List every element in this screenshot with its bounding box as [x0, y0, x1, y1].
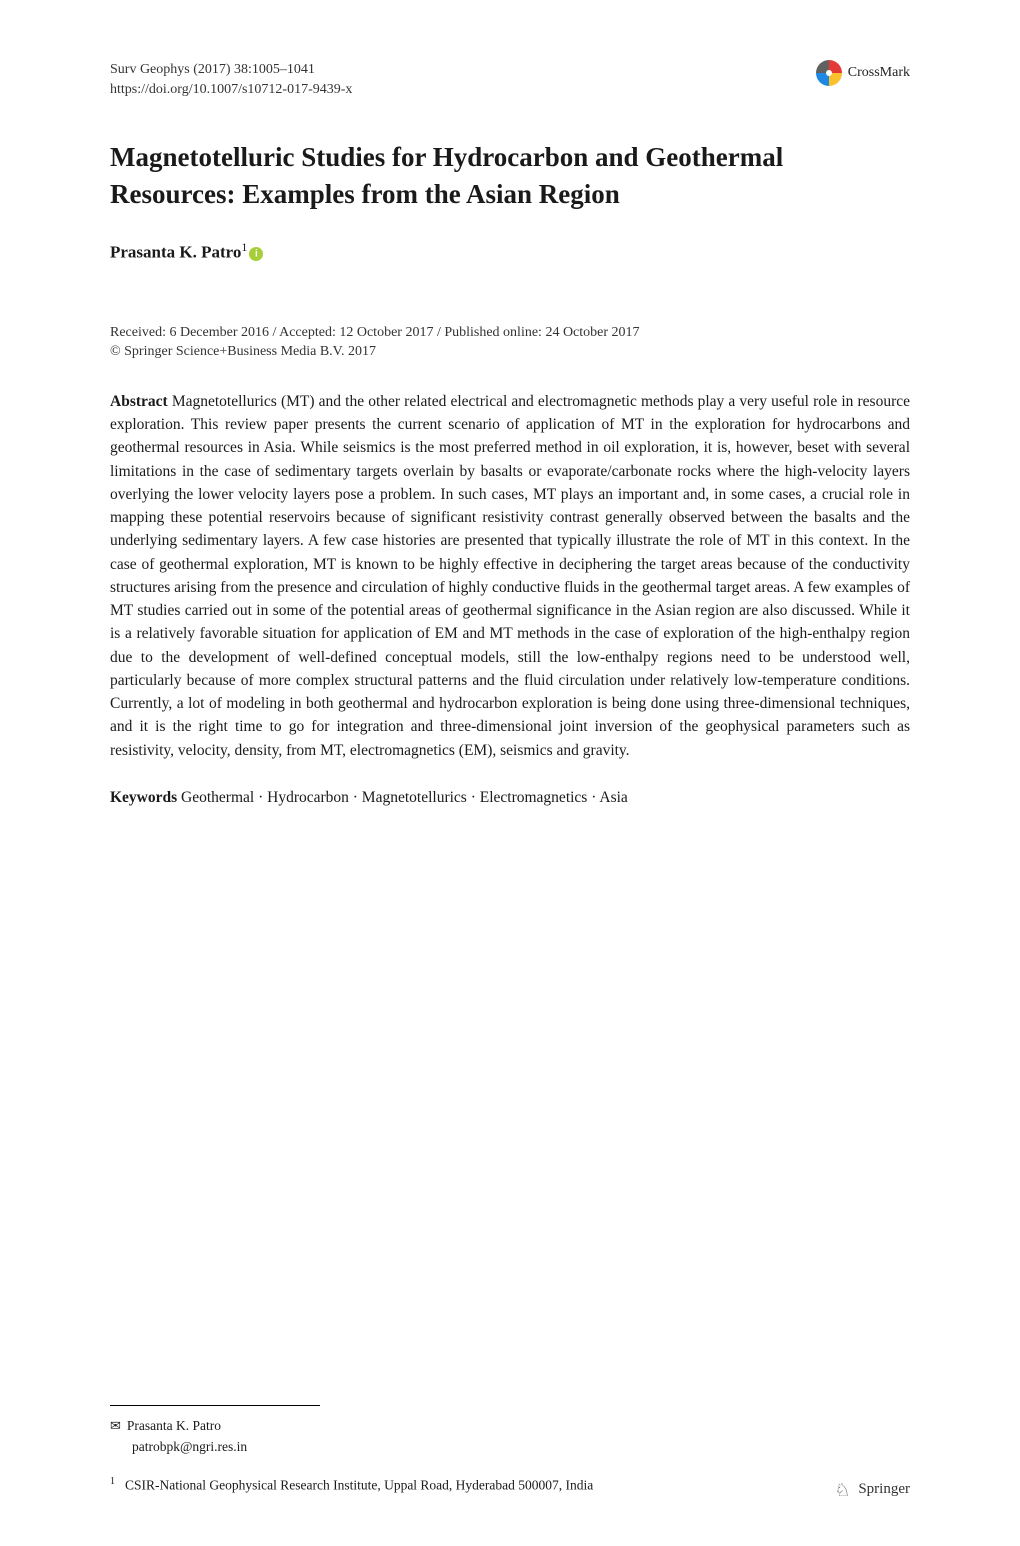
abstract-text: Magnetotellurics (MT) and the other rela… — [110, 393, 910, 759]
corr-email: patrobpk@ngri.res.in — [132, 1437, 247, 1458]
crossmark-label: CrossMark — [848, 65, 910, 81]
page-header: Surv Geophys (2017) 38:1005–1041 https:/… — [110, 60, 910, 99]
affiliation-line: 1 CSIR-National Geophysical Research Inst… — [110, 1474, 910, 1496]
journal-citation: Surv Geophys (2017) 38:1005–1041 — [110, 60, 352, 80]
keywords-line: Keywords Geothermal · Hydrocarbon · Magn… — [110, 786, 910, 809]
springer-horse-icon — [834, 1480, 852, 1498]
page-footer: ✉Prasanta K. Patro patrobpk@ngri.res.in … — [110, 1405, 910, 1496]
author-affil-sup: 1 — [241, 240, 247, 254]
envelope-icon: ✉ — [110, 1416, 121, 1436]
article-title: Magnetotelluric Studies for Hydrocarbon … — [110, 139, 910, 212]
copyright-line: © Springer Science+Business Media B.V. 2… — [110, 342, 910, 362]
date-line: Received: 6 December 2016 / Accepted: 12… — [110, 323, 910, 343]
crossmark-badge[interactable]: CrossMark — [816, 60, 910, 86]
journal-info: Surv Geophys (2017) 38:1005–1041 https:/… — [110, 60, 352, 99]
footnote-divider — [110, 1405, 320, 1406]
corresponding-author: ✉ Prasanta K. Patro patrobpk@ngri.res.in — [110, 1416, 910, 1458]
author-name: Prasanta K. Patro — [110, 243, 241, 262]
publisher-name: Springer — [858, 1481, 910, 1498]
author-line: Prasanta K. Patro1 — [110, 240, 910, 263]
crossmark-icon — [816, 60, 842, 86]
corr-name: Prasanta K. Patro — [127, 1418, 221, 1433]
keywords-text: Geothermal · Hydrocarbon · Magnetotellur… — [181, 789, 628, 806]
article-dates: Received: 6 December 2016 / Accepted: 12… — [110, 323, 910, 362]
doi-link[interactable]: https://doi.org/10.1007/s10712-017-9439-… — [110, 80, 352, 100]
publisher-mark: Springer — [834, 1480, 910, 1498]
abstract-paragraph: Abstract Magnetotellurics (MT) and the o… — [110, 390, 910, 762]
abstract-label: Abstract — [110, 393, 172, 410]
affil-num: 1 — [110, 1476, 115, 1487]
orcid-icon[interactable] — [249, 247, 263, 261]
affil-text: CSIR-National Geophysical Research Insti… — [125, 1477, 593, 1492]
keywords-label: Keywords — [110, 789, 181, 806]
